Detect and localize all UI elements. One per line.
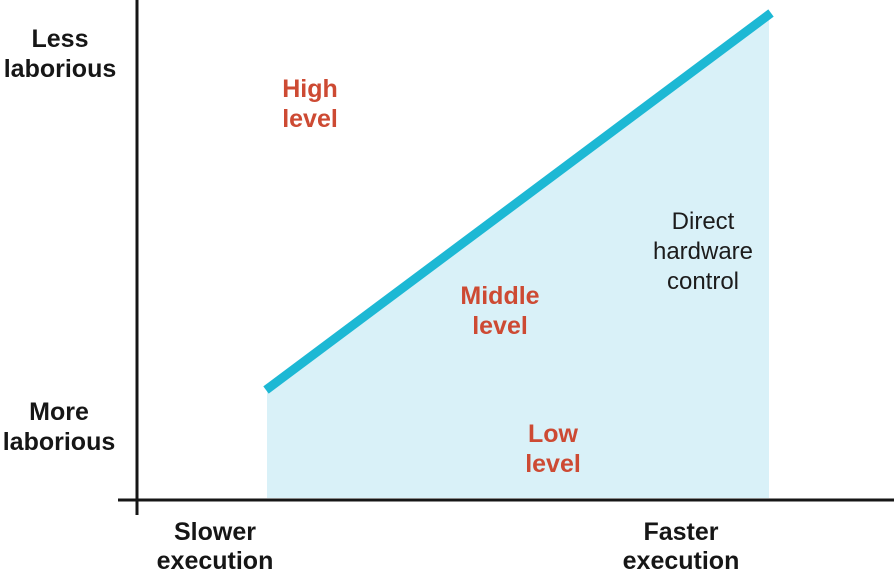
x-axis-left-label: Slower execution bbox=[156, 518, 274, 575]
region-label-low-level: Low level bbox=[525, 420, 581, 478]
x-axis-right-label: Faster execution bbox=[622, 518, 740, 575]
trend-line bbox=[263, 9, 774, 394]
region-label-high-level: High level bbox=[282, 75, 338, 133]
y-axis-bottom-label: More laborious bbox=[2, 398, 116, 456]
language-levels-area bbox=[267, 14, 769, 498]
region-label-middle-level: Middle level bbox=[460, 282, 540, 340]
y-axis-top-label: Less laborious bbox=[3, 25, 117, 83]
annotation-direct-hardware-control: Direct hardware control bbox=[652, 208, 754, 295]
